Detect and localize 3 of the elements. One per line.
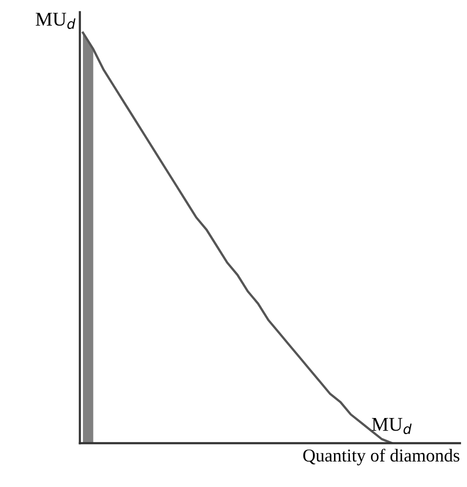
series-label: MU$_{d}$ <box>372 418 412 434</box>
x-axis-title: Quantity of diamonds <box>303 448 460 466</box>
y-axis-title: MU$_{d}$ <box>36 12 76 29</box>
